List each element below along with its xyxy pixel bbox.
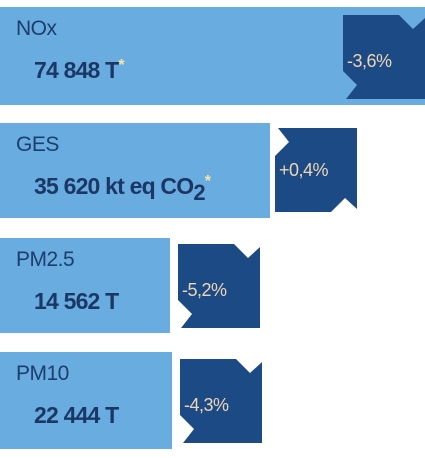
trend-arrow <box>343 15 425 99</box>
stat-box: PM10 22 444 T <box>0 352 172 449</box>
value-note: * <box>204 173 211 190</box>
value-text: 74 848 T <box>34 57 119 83</box>
change-label: +0,4% <box>279 160 329 180</box>
trend-arrow <box>180 359 262 443</box>
value-subscript: 2 <box>193 180 205 205</box>
trend-arrow <box>275 128 357 212</box>
trend-arrow <box>178 244 260 328</box>
stat-box: GES 35 620 kt eq CO2* <box>0 123 270 218</box>
stat-label: GES <box>16 133 59 156</box>
stat-box: PM2.5 14 562 T <box>0 238 170 333</box>
stat-label: PM10 <box>16 362 69 385</box>
change-label: -4,3% <box>184 395 229 415</box>
change-label: -3,6% <box>347 51 392 71</box>
stat-label: PM2.5 <box>16 248 75 271</box>
stat-value: 74 848 T* <box>34 57 125 84</box>
value-text: 22 444 T <box>34 402 119 428</box>
stat-value: 35 620 kt eq CO2* <box>34 173 211 206</box>
arrow-shape <box>343 15 425 99</box>
arrow-shape <box>275 128 357 212</box>
stat-value: 14 562 T <box>34 288 119 315</box>
stat-value: 22 444 T <box>34 402 119 429</box>
arrow-shape <box>180 359 262 443</box>
change-label: -5,2% <box>182 280 227 300</box>
arrow-shape <box>178 244 260 328</box>
value-text: 35 620 kt eq CO <box>34 173 194 199</box>
value-note: * <box>118 57 124 74</box>
value-text: 14 562 T <box>34 288 119 314</box>
stat-label: NOx <box>16 17 57 40</box>
